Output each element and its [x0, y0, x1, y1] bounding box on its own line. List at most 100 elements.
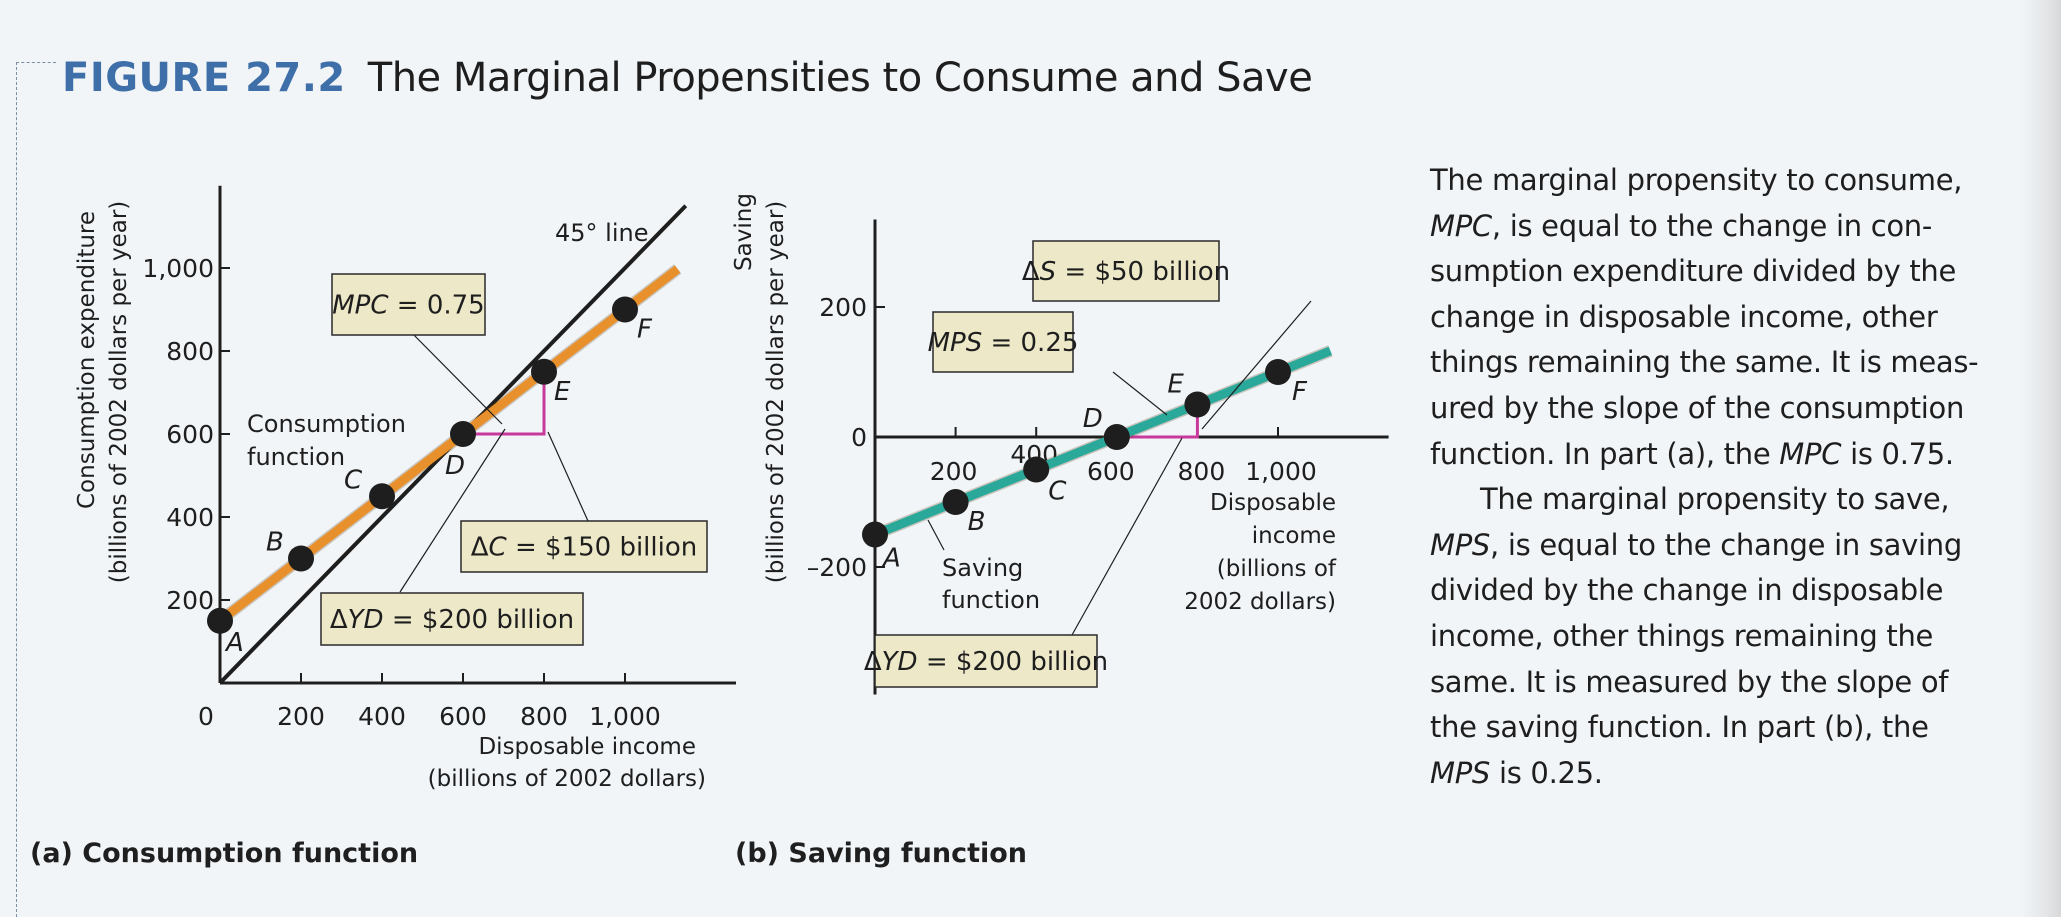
x-tick-label: 600 [1087, 457, 1135, 486]
delta-c-leader-line [547, 431, 589, 522]
panel-caption-a: (a) Consumption function [30, 838, 419, 869]
y-tick-label: 400 [166, 503, 214, 532]
point-label-B: B [266, 528, 284, 558]
delta-yd-note-text: ΔYD = $200 billion [330, 605, 574, 635]
mpc-paragraph-fragment: , is equal to the change in con- [1491, 208, 1933, 243]
x-tick-label: 1,000 [589, 702, 661, 731]
data-point-E [531, 358, 557, 385]
data-point-A [207, 607, 233, 634]
delta-yd-note-box [874, 634, 1098, 688]
x-axis-subtitle: (billions of 2002 dollars) [428, 766, 706, 792]
delta-c-note-text: ΔC = $150 billion [471, 533, 697, 563]
x-tick-label: 200 [277, 702, 325, 731]
delta-s-note-box [1032, 240, 1220, 302]
x-tick-label: 200 [930, 457, 978, 486]
x-axis-title-2: income [1252, 523, 1336, 549]
point-label-F: F [637, 315, 653, 345]
mpc-paragraph-fragment: The marginal propensity to consume, [1430, 163, 1963, 197]
y-axis-title: Consumption expenditure [74, 211, 100, 509]
mpc-paragraph-fragment: function. In part (a), the [1430, 436, 1780, 471]
point-label-C: C [1048, 477, 1067, 507]
point-label-E: E [1167, 370, 1184, 400]
point-label-B: B [968, 507, 986, 537]
delta-yd-note-text: ΔYD = $200 billion [864, 647, 1108, 677]
point-label-F: F [1292, 377, 1308, 407]
delta-yd-note: ΔYD = $200 billion [320, 592, 584, 646]
figure-number: FIGURE 27.2 [62, 55, 346, 101]
y-tick-label: 200 [819, 293, 867, 322]
delta-yd-leader-line [399, 428, 506, 593]
point-label-D: D [1083, 404, 1103, 434]
x-tick-label: 1,000 [1245, 457, 1317, 486]
saving-function-leader-line [927, 519, 945, 551]
x-tick-label: 0 [198, 702, 214, 731]
x-axis-title-3: (billions of [1217, 556, 1337, 582]
mps-paragraph-fragment: is 0.25. [1490, 755, 1603, 790]
mps-paragraph-fragment: divided by the change in disposable [1430, 573, 1944, 608]
data-point-E [1184, 391, 1211, 418]
y-tick-label: 1,000 [142, 254, 214, 283]
data-point-C [1023, 456, 1050, 483]
figure-title: FIGURE 27.2 The Marginal Propensities to … [62, 48, 1313, 108]
data-point-B [942, 489, 969, 515]
panel-caption-b: (b) Saving function [735, 838, 1028, 869]
consumption-function-chart: 0 200 400 600 800 1,000 200 400 600 800 1,000 Dispo… [74, 185, 736, 792]
mps-paragraph: The marginal propensity to save, MPS, is … [1430, 477, 2030, 796]
data-point-A [862, 521, 888, 548]
mps-paragraph-fragment: the saving function. In part (b), the [1430, 710, 1929, 745]
mps-paragraph-fragment: The marginal propensity to save, [1480, 482, 1950, 517]
mps-paragraph-fragment: income, other things remaining the [1430, 618, 1934, 653]
point-label-A: A [224, 628, 244, 658]
mps-paragraph-fragment: , is equal to the change in saving [1490, 527, 1962, 562]
data-point-B [288, 545, 314, 572]
mps-paragraph-fragment: same. It is measured by the slope of [1430, 664, 1949, 699]
data-point-F [612, 296, 638, 323]
x-tick-label: 800 [520, 702, 568, 731]
y-tick-label: 200 [166, 586, 214, 615]
y-axis-subtitle: (billions of 2002 dollars per year) [106, 201, 132, 584]
mps-note-text: MPS = 0.25 [928, 328, 1079, 358]
delta-yd-note: ΔYD = $200 billion [864, 634, 1108, 688]
forty-five-degree-line-label: 45° line [555, 219, 648, 247]
mpc-note-text: MPC = 0.75 [332, 291, 484, 321]
y-axis-title: Saving [731, 193, 757, 271]
delta-s-note: ΔS = $50 billion [1022, 240, 1230, 302]
delta-c-note-box [460, 520, 708, 573]
mpc-paragraph: The marginal propensity to consume, MPC, … [1430, 158, 2030, 477]
delta-triangle [463, 371, 546, 436]
y-axis-subtitle: (billions of 2002 dollars per year) [763, 201, 789, 584]
figure-name: The Marginal Propensities to Consume and… [367, 55, 1313, 101]
mpc-paragraph-fragment: MPC [1430, 208, 1492, 243]
y-tick-label: –200 [807, 553, 867, 582]
point-label-A: A [881, 544, 901, 574]
x-axis-title-4: 2002 dollars) [1184, 589, 1336, 615]
data-point-F [1265, 359, 1291, 385]
mps-note-box [932, 311, 1074, 373]
mpc-paragraph-fragment: ured by the slope of the consumption [1430, 390, 1965, 425]
mps-note: MPS = 0.25 [928, 311, 1079, 373]
delta-yd-note-box [320, 592, 584, 646]
explanation-text: The marginal propensity to consume, MPC, … [1430, 158, 2030, 796]
page-edge-shadow [2021, 0, 2061, 917]
consumption-function-label-1: Consumption [247, 410, 406, 438]
mps-paragraph-fragment: MPS [1430, 527, 1491, 562]
figure-frame-left [16, 62, 18, 917]
y-tick-label: 0 [851, 423, 867, 452]
delta-yd-leader-line [1071, 437, 1183, 636]
point-label-E: E [554, 377, 571, 407]
delta-s-leader-line [1201, 300, 1312, 430]
mpc-paragraph-fragment: sumption expenditure divided by the [1430, 254, 1957, 289]
mpc-paragraph-fragment: change in disposable income, other [1430, 299, 1938, 334]
mpc-paragraph-fragment: MPC [1779, 436, 1842, 471]
mps-paragraph-fragment: MPS [1430, 755, 1491, 790]
point-label-C: C [344, 465, 363, 495]
data-point-D [450, 421, 476, 447]
x-axis-title-1: Disposable [1210, 490, 1336, 516]
y-tick-label: 800 [166, 337, 214, 366]
saving-function-label-1: Saving [942, 554, 1023, 582]
y-tick-label: 600 [166, 420, 214, 449]
x-tick-label: 600 [439, 702, 487, 731]
mpc-paragraph-fragment: things remaining the same. It is meas- [1430, 345, 1979, 380]
data-point-D [1103, 424, 1130, 450]
